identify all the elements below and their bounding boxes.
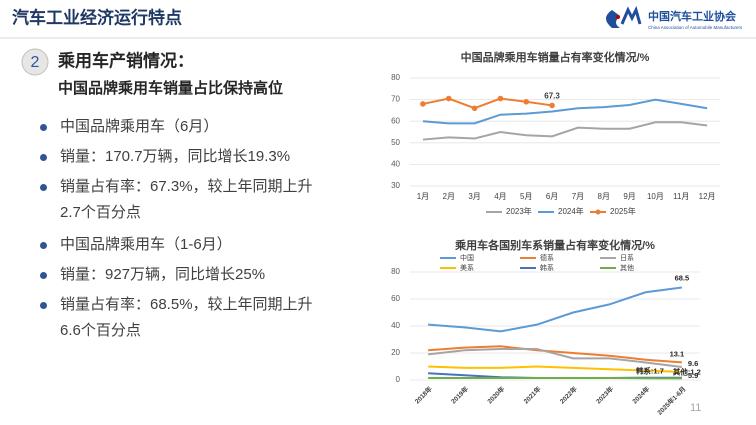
- y-tick-label: 0: [396, 375, 401, 384]
- legend-label: 2024年: [558, 206, 584, 216]
- legend-label: 2025年: [610, 206, 636, 216]
- x-tick-label: 4月: [494, 192, 506, 201]
- point-marker: [497, 95, 504, 102]
- legend-label: 美系: [460, 263, 474, 272]
- y-tick-label: 20: [391, 348, 400, 357]
- series-line: [428, 347, 683, 369]
- point-marker: [549, 102, 555, 109]
- y-tick-label: 60: [391, 294, 400, 303]
- y-tick-label: 40: [391, 160, 400, 169]
- header-title: 汽车工业经济运行特点: [12, 7, 182, 27]
- bullet-text: 中国品牌乘用车（6月）: [60, 118, 219, 135]
- x-tick-label: 1月: [417, 192, 429, 201]
- series-line: [428, 345, 682, 364]
- x-tick-label: 11月: [673, 192, 689, 201]
- y-tick-label: 80: [391, 267, 400, 276]
- x-tick-label: 2025年1-6月: [655, 384, 687, 416]
- logo-subtext: China Association of Automobile Manufact…: [648, 25, 743, 30]
- y-tick-label: 30: [391, 181, 400, 190]
- point-marker: [445, 95, 452, 102]
- legend-label: 2023年: [506, 206, 532, 216]
- y-tick-label: 50: [391, 138, 400, 147]
- bullet-text: 销量：170.7万辆，同比增长19.3%: [60, 148, 291, 165]
- x-tick-label: 9月: [623, 192, 635, 201]
- value-label: 13.1: [670, 349, 685, 358]
- bullet-dot: [40, 124, 47, 131]
- y-tick-label: 60: [391, 116, 400, 125]
- bullet-dot: [40, 302, 47, 309]
- value-label: 其他:1.2: [673, 366, 701, 376]
- bullet-text: 销量占有率：67.3%，较上年同期上升2.7个百分点: [60, 178, 313, 221]
- series-line: [422, 97, 553, 110]
- x-tick-label: 6月: [546, 192, 558, 201]
- x-tick-label: 2018年: [413, 384, 435, 406]
- point-marker: [420, 101, 426, 107]
- bullet-text: 中国品牌乘用车（1-6月）: [60, 236, 232, 253]
- value-label: 5.9: [688, 371, 698, 380]
- chart-title: 乘用车各国别车系销量占有率变化情况/%: [454, 238, 655, 252]
- logo-text: 中国汽车工业协会: [648, 9, 737, 23]
- x-tick-label: 2021年: [521, 384, 543, 406]
- section-badge: [21, 48, 49, 76]
- x-tick-label: 8月: [598, 192, 610, 201]
- bullet-dot: [40, 242, 47, 249]
- value-label: 67.3: [544, 92, 560, 101]
- logo-mark: [606, 10, 620, 28]
- chart-title: 中国品牌乘用车销量占有率变化情况/%: [461, 50, 650, 64]
- x-tick-label: 2019年: [449, 384, 471, 406]
- value-label: 韩系:1.7: [636, 366, 664, 376]
- bullet-dot: [40, 272, 47, 279]
- x-tick-label: 2022年: [558, 384, 580, 406]
- value-label: 68.5: [675, 274, 690, 283]
- x-tick-label: 10月: [647, 192, 664, 201]
- y-tick-label: 70: [391, 95, 400, 104]
- x-tick-label: 7月: [572, 192, 584, 201]
- legend-label: 其他: [620, 263, 634, 272]
- x-tick-label: 2024年: [630, 384, 652, 406]
- legend-marker: [595, 209, 601, 215]
- section-title: 乘用车产销情况：: [57, 50, 194, 70]
- legend-label: 德系: [540, 253, 554, 262]
- y-tick-label: 80: [391, 73, 400, 82]
- section-subtitle: 中国品牌乘用车销量占比保持高位: [58, 79, 283, 97]
- legend-label: 韩系: [540, 263, 554, 272]
- legend-label: 中国: [460, 253, 474, 262]
- point-marker: [523, 98, 530, 105]
- x-tick-label: 2020年: [485, 384, 507, 406]
- y-tick-label: 40: [391, 321, 400, 330]
- series-line: [428, 365, 682, 374]
- bullet-text: 销量占有率：68.5%，较上年同期上升6.6个百分点: [60, 296, 313, 339]
- page-number: 11: [690, 402, 701, 414]
- legend-label: 日系: [620, 253, 634, 262]
- x-tick-label: 12月: [699, 192, 716, 201]
- bullet-dot: [40, 154, 47, 161]
- x-tick-label: 3月: [468, 192, 480, 201]
- x-tick-label: 5月: [520, 192, 532, 201]
- value-label: 9.6: [688, 359, 698, 368]
- point-marker: [471, 105, 478, 112]
- section-number: 2: [31, 54, 40, 71]
- series-line: [422, 98, 708, 125]
- x-tick-label: 2023年: [594, 384, 616, 406]
- logo-dot: [616, 15, 620, 19]
- bullet-text: 销量：927万辆，同比增长25%: [60, 266, 266, 283]
- bullet-dot: [40, 184, 47, 191]
- series-line: [422, 121, 708, 141]
- logo-mark: [620, 5, 642, 25]
- series-line: [428, 286, 683, 333]
- x-tick-label: 2月: [443, 192, 455, 201]
